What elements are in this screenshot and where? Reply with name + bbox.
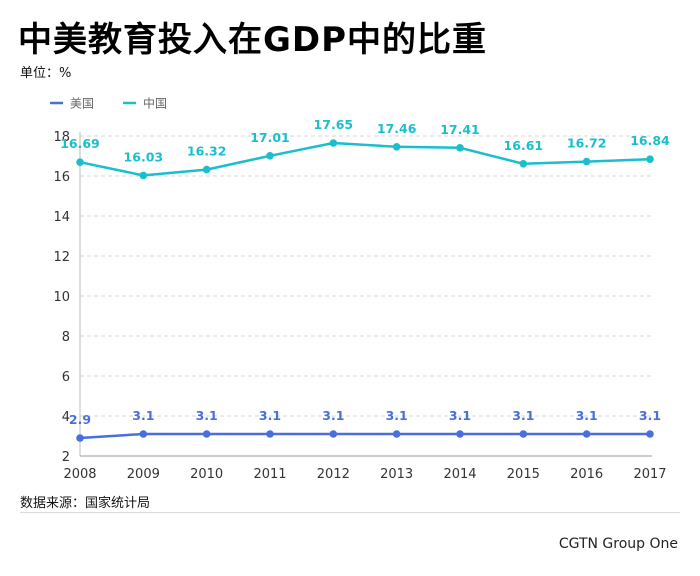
data-point [519,430,528,438]
data-label: 3.1 [132,408,154,423]
data-point [76,158,84,166]
y-tick-label: 10 [53,290,70,305]
data-point [646,430,654,438]
data-label: 17.46 [377,121,417,136]
data-point [76,434,84,442]
series-line [79,432,650,440]
data-label: 16.03 [124,149,164,164]
y-tick-label: 12 [53,250,70,265]
data-label: 3.1 [639,408,661,423]
series-1: 16.69 16.03 16.32 17.01 17.65 17.46 17.41 16.61… [60,117,670,180]
data-label: 17.01 [250,130,290,145]
y-tick-label: 18 [53,130,70,145]
y-tick-label: 8 [62,330,70,345]
x-tick-label: 2009 [127,467,160,482]
data-label: 16.32 [187,144,227,159]
data-source: 数据来源：国家统计局 [20,496,151,511]
x-tick-label: 2014 [443,467,476,482]
data-label: 3.1 [322,408,344,423]
x-tick-label: 2013 [380,467,413,482]
data-label: 3.1 [449,408,471,423]
data-label: 3.1 [576,408,598,423]
y-tick-label: 16 [53,170,70,185]
data-label: 3.1 [259,408,281,423]
data-point [519,160,528,168]
data-label: 16.72 [567,136,607,151]
x-tick-label: 2016 [570,467,603,482]
x-tick-label: 2008 [63,467,96,482]
data-point [139,171,148,180]
credit-label: CGTN Group One [558,536,678,552]
data-point [646,155,654,163]
data-label: 16.84 [630,133,670,148]
gridlines [80,135,652,417]
data-label: 17.65 [314,117,354,132]
legend-label: 中国 [143,96,167,111]
series-group: 2.9 3.1 3.1 3.1 3.1 3.1 3.1 3.1 3.1 3.1 16.69 16.03… [60,117,670,442]
chart-title: 中美教育投入在GDP中的比重 [18,20,488,60]
footer-divider [20,512,680,513]
data-point [329,139,338,147]
legend-label: 美国 [70,97,94,111]
data-point [582,157,591,166]
x-tick-label: 2010 [190,467,223,482]
data-point [266,430,274,438]
x-tick-label: 2011 [253,467,286,482]
y-tick-label: 6 [62,370,70,385]
data-point [139,430,148,438]
data-point [456,430,464,438]
y-tick-label: 14 [53,210,70,225]
data-point [582,430,591,438]
series-0: 2.9 3.1 3.1 3.1 3.1 3.1 3.1 3.1 3.1 3.1 [69,408,661,442]
axes: 2 4 6 8 10 12 14 16 18 2008 2009 2010 2011 2012 2013 20… [53,130,666,482]
data-label: 16.69 [60,136,100,151]
data-label: 16.61 [504,138,544,153]
unit-label: 单位：% [20,66,72,81]
series-line [79,141,651,177]
data-point [202,165,211,174]
data-label: 2.9 [69,412,91,427]
legend: 美国 中国 [50,96,167,111]
x-tick-label: 2015 [507,467,540,482]
data-label: 3.1 [386,408,408,423]
x-tick-label: 2012 [317,467,350,482]
data-point [392,430,401,438]
data-point [456,144,464,152]
data-label: 3.1 [512,408,534,423]
y-tick-label: 2 [62,450,70,465]
y-tick-label: 4 [62,410,70,425]
data-point [202,430,211,438]
data-point [392,143,401,151]
x-tick-label: 2017 [633,467,666,482]
data-label: 17.41 [440,122,480,137]
data-label: 3.1 [196,408,218,423]
data-point [266,152,274,160]
data-point [329,430,338,438]
